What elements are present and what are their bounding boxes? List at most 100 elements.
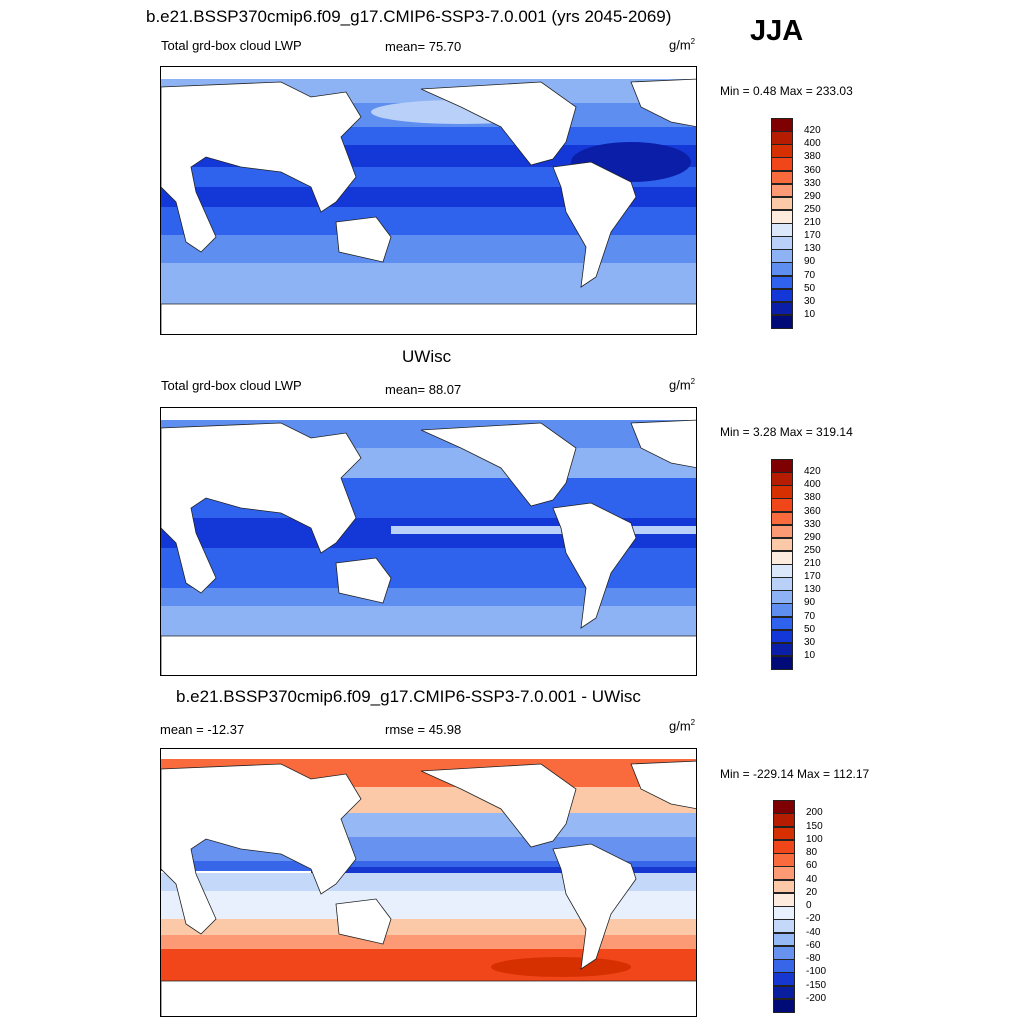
colorbar-tick-label: -100 <box>806 966 827 978</box>
colorbar-swatch <box>771 511 793 526</box>
colorbar-tick-label: 330 <box>804 518 821 530</box>
colorbar-tick-label: 20 <box>806 886 818 898</box>
colorbar-swatch <box>773 866 795 880</box>
colorbar-tick-label: 130 <box>804 243 821 255</box>
colorbar-tick-label: 100 <box>806 833 823 845</box>
panel-1-left-label: Total grd-box cloud LWP <box>161 38 302 53</box>
panel-2-map <box>160 407 697 676</box>
panel-1-map <box>160 66 697 335</box>
panel-3-mean-label: mean = -12.37 <box>160 722 245 737</box>
colorbar-swatch <box>771 131 793 145</box>
panel-3-map-svg <box>161 749 696 1016</box>
colorbar-swatch <box>771 144 793 158</box>
colorbar-swatch <box>773 906 795 920</box>
colorbar-swatch <box>773 839 795 854</box>
colorbar-swatch <box>773 892 795 907</box>
colorbar-swatch <box>771 642 793 657</box>
colorbar-swatch <box>771 249 793 263</box>
colorbar-tick-label: 400 <box>804 138 821 150</box>
colorbar-tick-label: 10 <box>804 308 816 320</box>
colorbar-swatch <box>771 183 793 198</box>
panel-3-title: b.e21.BSSP370cmip6.f09_g17.CMIP6-SSP3-7.… <box>176 687 641 706</box>
colorbar-swatch <box>771 262 793 276</box>
colorbar-tick-label: 50 <box>804 623 816 635</box>
colorbar-tick-label: 420 <box>804 466 821 478</box>
season-label: JJA <box>750 15 804 47</box>
panel-1-unit: g/m2 <box>669 37 696 53</box>
colorbar-tick-label: 250 <box>804 203 821 215</box>
panel-3-unit: g/m2 <box>669 718 696 734</box>
panel-2-title: UWisc <box>402 347 452 366</box>
colorbar-swatch <box>773 998 795 1013</box>
colorbar-swatch <box>771 603 793 617</box>
colorbar-tick-label: 70 <box>804 269 816 281</box>
colorbar-swatch <box>771 196 793 211</box>
colorbar-swatch <box>773 945 795 960</box>
panel-2-left-label: Total grd-box cloud LWP <box>161 378 302 393</box>
colorbar-tick-label: 150 <box>806 820 823 832</box>
colorbar-swatch <box>771 314 793 329</box>
colorbar-tick-label: 250 <box>804 544 821 556</box>
panel-3-rmse-label: rmse = 45.98 <box>385 722 462 737</box>
panel-3-map <box>160 748 697 1017</box>
colorbar-swatch <box>773 985 795 1000</box>
colorbar-tick-label: 330 <box>804 177 821 189</box>
colorbar-swatch <box>771 118 793 132</box>
colorbar-swatch <box>773 853 795 867</box>
colorbar-tick-label: 210 <box>804 217 821 228</box>
colorbar-tick-label: 30 <box>804 295 816 307</box>
colorbar-tick-label: -60 <box>806 939 821 951</box>
colorbar-tick-label: 170 <box>804 571 821 583</box>
colorbar-swatch <box>771 498 793 512</box>
colorbar-tick-label: 30 <box>804 636 816 648</box>
colorbar-tick-label: 70 <box>804 610 816 622</box>
colorbar-swatch <box>773 919 795 933</box>
colorbar-tick-label: 0 <box>806 900 812 911</box>
colorbar-tick-label: 170 <box>804 230 821 242</box>
panel-2-colorbar: 420 400 380 360 330 290 250 210 170 130 90 70 50 30 10 <box>771 459 831 670</box>
colorbar-swatch <box>771 459 793 473</box>
colorbar-swatch <box>771 655 793 670</box>
colorbar-swatch <box>771 275 793 290</box>
colorbar-swatch <box>771 209 793 224</box>
colorbar-tick-label: 60 <box>806 860 818 872</box>
colorbar-swatch <box>773 813 795 827</box>
colorbar-swatch <box>771 629 793 644</box>
panel-1-min-max: Min = 0.48 Max = 233.03 <box>720 84 853 98</box>
panel-3-colorbar: 200 150 100 80 60 40 20 0 -20 -40 -60 -80 -100 -150 -2… <box>773 800 833 1013</box>
colorbar-tick-label: 90 <box>804 597 816 609</box>
colorbar-tick-label: 380 <box>804 151 821 163</box>
colorbar-swatch <box>771 550 793 565</box>
colorbar-swatch <box>771 577 793 591</box>
colorbar-swatch <box>771 236 793 250</box>
colorbar-tick-label: 360 <box>804 164 821 176</box>
colorbar-tick-label: 210 <box>804 558 821 569</box>
colorbar-swatch <box>771 472 793 486</box>
colorbar-swatch <box>773 826 795 841</box>
colorbar-tick-label: 10 <box>804 649 816 661</box>
panel-1-title: b.e21.BSSP370cmip6.f09_g17.CMIP6-SSP3-7.… <box>146 7 672 26</box>
colorbar-tick-label: -200 <box>806 992 827 1004</box>
colorbar-swatch <box>771 537 793 552</box>
panel-2-min-max: Min = 3.28 Max = 319.14 <box>720 425 853 439</box>
colorbar-tick-label: 40 <box>806 873 818 885</box>
colorbar-tick-label: 380 <box>804 492 821 504</box>
colorbar-tick-label: -40 <box>806 926 821 938</box>
panel-1-colorbar: 420 400 380 360 330 290 250 210 170 130 90 70 50 30 10 <box>771 118 831 329</box>
colorbar-swatch <box>773 800 795 814</box>
colorbar-swatch <box>771 616 793 631</box>
colorbar-swatch <box>773 932 795 947</box>
colorbar-tick-label: 200 <box>806 807 823 819</box>
colorbar-swatch <box>771 157 793 171</box>
colorbar-swatch <box>771 564 793 578</box>
colorbar-tick-label: 90 <box>804 256 816 268</box>
colorbar-swatch <box>771 524 793 539</box>
colorbar-swatch <box>771 590 793 604</box>
colorbar-swatch <box>771 170 793 185</box>
colorbar-swatch <box>771 301 793 316</box>
colorbar-tick-label: 130 <box>804 584 821 596</box>
colorbar-tick-label: 400 <box>804 479 821 491</box>
colorbar-tick-label: -150 <box>806 979 827 991</box>
colorbar-tick-label: 50 <box>804 282 816 294</box>
panel-1-map-svg <box>161 67 696 334</box>
